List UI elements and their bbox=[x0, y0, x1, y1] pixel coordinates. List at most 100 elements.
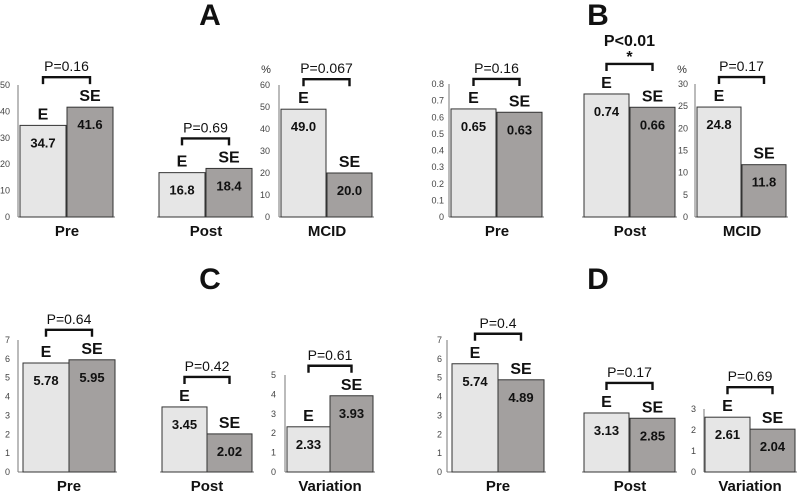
value-label: 3.93 bbox=[339, 406, 364, 421]
series-label-se: SE bbox=[642, 88, 664, 105]
value-label: 5.74 bbox=[462, 374, 488, 389]
bar-se bbox=[749, 428, 796, 473]
y-tick-label: 5 bbox=[271, 370, 276, 380]
series-label-se: SE bbox=[81, 341, 103, 358]
p-value-label: P=0.17 bbox=[607, 364, 652, 380]
group-label: Variation bbox=[298, 478, 361, 495]
y-tick-label: 0 bbox=[437, 467, 442, 477]
group-label: Pre bbox=[57, 478, 81, 495]
y-tick-label: 7 bbox=[5, 335, 10, 345]
p-value-label: P=0.4 bbox=[480, 315, 517, 331]
p-value-label: P=0.69 bbox=[183, 119, 228, 135]
y-tick-label: 0.5 bbox=[431, 129, 444, 139]
significance-bracket bbox=[472, 77, 521, 86]
series-label-e: E bbox=[177, 154, 188, 171]
significance-bracket bbox=[180, 137, 231, 146]
subchart-post: E 3.45 SE 2.02 P=0.42 Post bbox=[160, 358, 254, 495]
panel-letter: B bbox=[587, 0, 609, 32]
bar-se bbox=[326, 172, 373, 218]
bar-e bbox=[286, 426, 331, 473]
y-tick-label: 6 bbox=[5, 354, 10, 364]
bar-se bbox=[741, 164, 787, 218]
unit-label: % bbox=[677, 64, 687, 76]
y-tick-label: 3 bbox=[437, 410, 442, 420]
y-tick-label: 60 bbox=[260, 80, 270, 90]
subchart-pre: 0 10 20 30 40 50 E 34.7 SE 41.6 P=0.16 Pre bbox=[0, 58, 115, 240]
value-label: 4.89 bbox=[508, 390, 533, 405]
p-value-label: P=0.17 bbox=[719, 58, 764, 74]
value-label: 0.65 bbox=[461, 119, 486, 134]
y-tick-label: 3 bbox=[271, 409, 276, 419]
y-tick-label: 50 bbox=[0, 80, 10, 90]
significance-bracket bbox=[726, 385, 774, 395]
y-tick-label: 10 bbox=[0, 186, 10, 196]
y-tick-label: 40 bbox=[0, 106, 10, 116]
p-value-label: P=0.69 bbox=[728, 368, 773, 384]
series-label-e: E bbox=[38, 106, 49, 123]
series-label-e: E bbox=[303, 408, 314, 425]
y-tick-label: 0.1 bbox=[431, 195, 444, 205]
subchart-pre: 0 0.1 0.2 0.3 0.4 0.5 0.6 0.7 0.8 E 0.65 SE 0.63 P=0.… bbox=[431, 60, 544, 240]
group-label: Pre bbox=[55, 223, 79, 240]
value-label: 2.02 bbox=[217, 444, 242, 459]
value-label: 34.7 bbox=[30, 135, 55, 150]
p-value-label: P=0.42 bbox=[185, 358, 230, 374]
y-tick-label: 40 bbox=[260, 124, 270, 134]
y-tick-label: 4 bbox=[5, 392, 10, 402]
bar-e bbox=[696, 106, 742, 218]
bar-e bbox=[161, 406, 208, 473]
y-tick-label: 0 bbox=[5, 212, 10, 222]
y-tick-label: 6 bbox=[437, 354, 442, 364]
bar-e bbox=[583, 93, 630, 218]
bar-se bbox=[206, 433, 253, 473]
panel-d: D 0 1 2 3 4 5 6 7 E 5.74 SE 4.89 P=0.4 Pre E 3.13 SE 2.85 P… bbox=[437, 263, 797, 495]
subchart-variation: 0 1 2 3 E 2.61 SE 2.04 P=0.69 Variation bbox=[691, 368, 797, 495]
value-label: 2.33 bbox=[296, 437, 321, 452]
value-label: 2.85 bbox=[640, 428, 665, 443]
bar-e bbox=[583, 412, 630, 473]
significance-bracket bbox=[473, 332, 523, 341]
bar-e bbox=[450, 108, 497, 218]
series-label-se: SE bbox=[762, 410, 784, 427]
series-label-se: SE bbox=[341, 377, 363, 394]
value-label: 3.13 bbox=[594, 423, 619, 438]
p-value-label: P=0.61 bbox=[308, 347, 353, 363]
y-tick-label: 3 bbox=[691, 404, 696, 414]
y-tick-label: 30 bbox=[0, 133, 10, 143]
significance-bracket bbox=[717, 75, 766, 85]
y-tick-label: 0.6 bbox=[431, 112, 444, 122]
y-tick-label: 30 bbox=[260, 146, 270, 156]
y-tick-label: 1 bbox=[437, 448, 442, 458]
y-tick-label: 3 bbox=[5, 410, 10, 420]
series-label-e: E bbox=[298, 90, 309, 107]
bar-e bbox=[704, 416, 751, 473]
y-tick-label: 0.4 bbox=[431, 146, 444, 156]
y-tick-label: 10 bbox=[678, 168, 688, 178]
panel-a: A 0 10 20 30 40 50 E 34.7 SE 41.6 P=0.16 Pre E 16.8 SE 1… bbox=[0, 0, 374, 240]
significance-bracket bbox=[183, 375, 231, 384]
value-label: 2.61 bbox=[715, 427, 740, 442]
value-label: 49.0 bbox=[291, 119, 316, 134]
value-label: 18.4 bbox=[216, 178, 242, 193]
bar-se bbox=[66, 106, 114, 218]
series-label-se: SE bbox=[642, 399, 664, 416]
bar-e bbox=[280, 108, 327, 218]
series-label-se: SE bbox=[219, 415, 241, 432]
panel-letter: D bbox=[587, 263, 609, 296]
panel-c: C 0 1 2 3 4 5 6 7 E 5.78 SE 5.95 P=0.64 Pre E 3.45 SE 2.02… bbox=[5, 263, 375, 495]
panel-b: B 0 0.1 0.2 0.3 0.4 0.5 0.6 0.7 0.8 E 0.65 SE 0.63 P=0… bbox=[431, 0, 788, 240]
significance-bracket bbox=[41, 75, 92, 85]
y-tick-label: 0 bbox=[439, 212, 444, 222]
group-label: MCID bbox=[308, 223, 346, 240]
p-value-label: P=0.64 bbox=[47, 311, 92, 327]
value-label: 20.0 bbox=[337, 183, 362, 198]
series-label-se: SE bbox=[509, 93, 531, 110]
y-tick-label: 20 bbox=[0, 159, 10, 169]
y-tick-label: 0.8 bbox=[431, 79, 444, 89]
bar-se bbox=[205, 167, 253, 218]
series-label-se: SE bbox=[510, 361, 532, 378]
y-tick-label: 0.2 bbox=[431, 179, 444, 189]
y-tick-label: 25 bbox=[678, 101, 688, 111]
bar-se bbox=[497, 379, 545, 473]
group-label: Variation bbox=[718, 478, 781, 495]
